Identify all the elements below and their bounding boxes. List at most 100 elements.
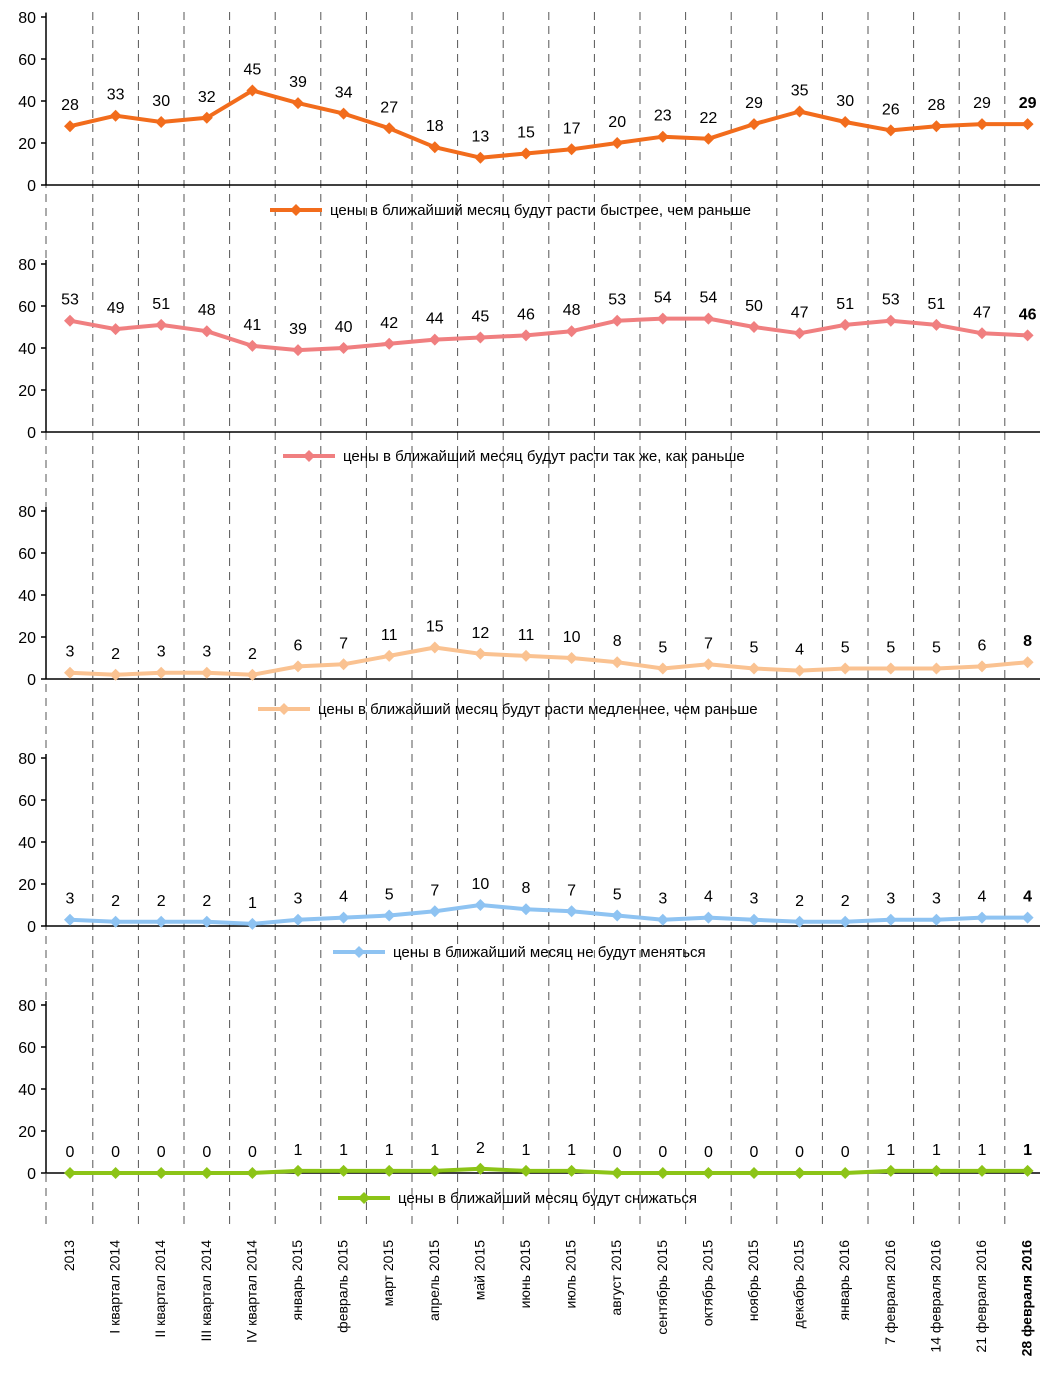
data-point — [976, 660, 988, 673]
data-point — [292, 913, 304, 926]
data-label: 5 — [613, 887, 622, 904]
data-point — [64, 666, 76, 679]
data-point — [1021, 656, 1034, 669]
data-label: 3 — [202, 644, 211, 661]
data-label: 48 — [563, 302, 581, 319]
y-tick-label: 60 — [18, 299, 36, 316]
data-label: 8 — [1023, 633, 1032, 650]
data-point — [1021, 118, 1034, 131]
legend-marker — [278, 703, 290, 715]
data-label: 3 — [658, 891, 667, 908]
data-label: 5 — [385, 887, 394, 904]
data-point — [565, 143, 578, 156]
data-point — [930, 318, 943, 331]
data-point — [428, 141, 441, 154]
data-label: 41 — [244, 317, 262, 334]
x-tick-label: 14 февраля 2016 — [927, 1240, 943, 1353]
data-label: 5 — [750, 640, 759, 657]
data-point — [839, 318, 852, 331]
y-tick-label: 60 — [18, 52, 36, 69]
data-label: 12 — [472, 625, 490, 642]
x-tick-label: январь 2016 — [836, 1240, 852, 1321]
data-point — [109, 1167, 122, 1179]
data-point — [976, 327, 988, 340]
data-label: 47 — [791, 304, 809, 321]
data-label: 13 — [472, 129, 490, 146]
y-tick-label: 80 — [18, 257, 36, 274]
data-label: 1 — [1023, 1142, 1032, 1159]
data-point — [200, 915, 213, 928]
data-point — [246, 84, 259, 97]
panel-2: 0 20 40 60 80 53 49 51 48 41 39 40 42 44 45 46 48 53 54 54 5… — [18, 257, 1040, 465]
data-point — [930, 1164, 943, 1177]
data-point — [155, 116, 168, 128]
data-point — [565, 1164, 578, 1177]
data-label: 34 — [335, 85, 353, 102]
y-tick-label: 0 — [27, 672, 36, 689]
data-point — [383, 122, 396, 135]
data-label: 53 — [608, 292, 626, 309]
data-point — [1021, 1164, 1034, 1177]
data-label: 28 — [61, 97, 79, 114]
data-point — [64, 1167, 76, 1179]
data-label: 3 — [932, 891, 941, 908]
data-point — [930, 662, 943, 675]
data-point — [702, 658, 715, 671]
data-label: 30 — [152, 93, 170, 110]
legend-marker — [290, 204, 302, 216]
x-tick-label: III квартал 2014 — [198, 1240, 214, 1342]
data-point — [884, 1164, 897, 1177]
data-point — [1021, 329, 1034, 342]
data-label: 0 — [613, 1144, 622, 1161]
data-point — [793, 327, 806, 340]
data-label: 7 — [567, 882, 576, 899]
series-line — [69, 645, 1028, 677]
x-tick-label: июнь 2015 — [517, 1240, 533, 1309]
legend-label: цены в ближайший месяц будут снижаться — [398, 1190, 697, 1207]
data-point — [520, 649, 532, 662]
data-label: 30 — [836, 93, 854, 110]
x-tick-label: август 2015 — [608, 1240, 624, 1316]
data-point — [884, 662, 897, 675]
data-point — [155, 318, 168, 331]
data-label: 53 — [882, 292, 900, 309]
data-label: 51 — [928, 296, 946, 313]
data-point — [656, 662, 669, 675]
x-tick-label: 21 февраля 2016 — [973, 1240, 989, 1353]
data-label: 8 — [613, 633, 622, 650]
data-point — [246, 1167, 259, 1179]
y-tick-label: 80 — [18, 998, 36, 1015]
data-point — [793, 1167, 806, 1179]
data-point — [383, 337, 396, 350]
data-point — [702, 911, 715, 924]
data-label: 4 — [339, 889, 348, 906]
data-label: 1 — [932, 1142, 941, 1159]
panel-1: 0 20 40 60 80 28 33 30 32 45 39 34 27 18 13 15 17 20 23 22 2… — [18, 10, 1040, 219]
y-tick-label: 0 — [27, 919, 36, 936]
data-label: 6 — [294, 637, 303, 654]
data-point — [383, 909, 396, 922]
data-point — [428, 333, 441, 346]
y-tick-label: 60 — [18, 793, 36, 810]
legend-marker — [353, 946, 365, 958]
panel-4: 0 20 40 60 80 3 2 2 2 1 3 4 5 7 10 8 7 5 3 4 3 2 2 3 3 4 4 цены в б… — [18, 751, 1040, 961]
data-label: 51 — [152, 296, 170, 313]
data-label: 0 — [111, 1144, 120, 1161]
x-tick-label: сентябрь 2015 — [654, 1240, 670, 1335]
data-point — [200, 1167, 213, 1179]
data-point — [748, 913, 760, 926]
data-point — [611, 656, 624, 669]
data-point — [930, 913, 943, 926]
data-point — [155, 915, 168, 928]
data-label: 7 — [430, 882, 439, 899]
data-label: 4 — [704, 889, 713, 906]
data-point — [337, 1164, 350, 1177]
data-label: 15 — [517, 125, 535, 142]
y-tick-label: 20 — [18, 383, 36, 400]
x-tick-label: ноябрь 2015 — [745, 1240, 761, 1321]
legend-marker — [358, 1192, 370, 1204]
data-label: 26 — [882, 101, 900, 118]
data-point — [109, 109, 122, 122]
data-label: 0 — [795, 1144, 804, 1161]
data-label: 48 — [198, 302, 216, 319]
